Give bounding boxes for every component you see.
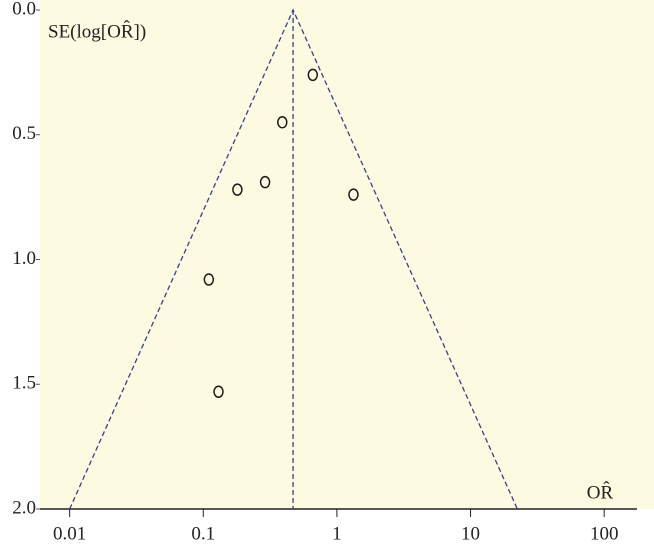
point [307,68,319,82]
y-tick-label: 0.0 [12,0,36,19]
y-tick-label: 1.0 [12,248,36,269]
y-tick-label: 2.0 [12,497,36,518]
y-tick-label: 1.5 [12,373,36,394]
x-tick-label: 100 [590,523,619,544]
x-tick-label: 1 [332,523,342,544]
point [213,385,224,398]
point [259,175,271,189]
point [232,183,243,196]
point [348,188,359,201]
x-tick-label: 0.1 [191,523,215,544]
plot-area [40,0,654,509]
point [203,273,215,286]
y-tick-label: 0.5 [12,123,36,144]
x-tick-label: 0.01 [53,523,86,544]
y-axis-label: SE(log[OR̂]) [48,21,146,43]
x-tick-label: 10 [461,523,480,544]
x-axis-label: OR̂ [587,482,614,504]
point [277,116,288,129]
